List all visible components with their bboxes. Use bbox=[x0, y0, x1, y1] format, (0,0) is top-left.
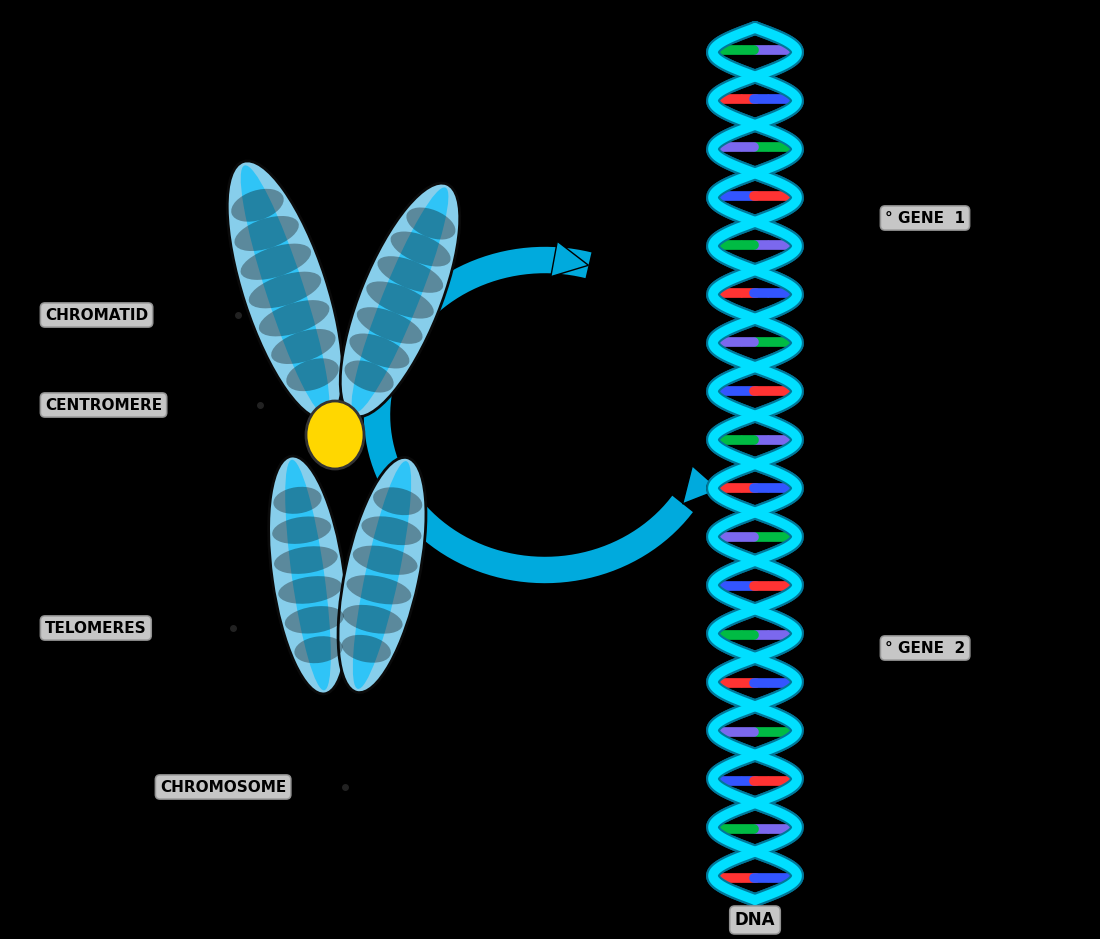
Ellipse shape bbox=[274, 486, 321, 514]
Ellipse shape bbox=[228, 161, 343, 419]
Ellipse shape bbox=[285, 606, 344, 634]
Ellipse shape bbox=[249, 271, 321, 308]
Text: CHROMATID: CHROMATID bbox=[45, 307, 148, 322]
Text: DNA: DNA bbox=[735, 911, 776, 929]
Ellipse shape bbox=[352, 188, 449, 412]
Ellipse shape bbox=[306, 401, 364, 469]
Ellipse shape bbox=[234, 216, 299, 251]
Ellipse shape bbox=[286, 359, 339, 392]
Ellipse shape bbox=[338, 457, 426, 693]
Text: TELOMERES: TELOMERES bbox=[45, 621, 146, 636]
Ellipse shape bbox=[272, 329, 336, 364]
Ellipse shape bbox=[344, 361, 394, 393]
Ellipse shape bbox=[353, 461, 411, 689]
Ellipse shape bbox=[278, 577, 342, 604]
Text: ° GENE  1: ° GENE 1 bbox=[886, 210, 965, 225]
Ellipse shape bbox=[241, 243, 311, 280]
Ellipse shape bbox=[406, 208, 455, 239]
Ellipse shape bbox=[356, 307, 422, 344]
Ellipse shape bbox=[272, 516, 331, 544]
Ellipse shape bbox=[274, 546, 338, 574]
Ellipse shape bbox=[258, 300, 330, 336]
Ellipse shape bbox=[342, 605, 403, 634]
Ellipse shape bbox=[373, 487, 422, 516]
Ellipse shape bbox=[377, 256, 443, 293]
Polygon shape bbox=[551, 241, 588, 277]
Ellipse shape bbox=[366, 282, 433, 318]
Ellipse shape bbox=[231, 189, 284, 222]
Ellipse shape bbox=[342, 635, 390, 663]
Ellipse shape bbox=[390, 232, 451, 267]
Ellipse shape bbox=[350, 333, 409, 368]
Ellipse shape bbox=[295, 637, 342, 663]
Text: ° GENE  2: ° GENE 2 bbox=[886, 640, 966, 655]
Ellipse shape bbox=[362, 516, 421, 546]
Ellipse shape bbox=[268, 456, 348, 694]
Polygon shape bbox=[683, 466, 719, 504]
Ellipse shape bbox=[241, 165, 329, 415]
Ellipse shape bbox=[285, 460, 331, 690]
Ellipse shape bbox=[346, 575, 411, 605]
Ellipse shape bbox=[340, 183, 460, 417]
Ellipse shape bbox=[353, 546, 418, 575]
Text: CHROMOSOME: CHROMOSOME bbox=[160, 779, 286, 794]
Text: CENTROMERE: CENTROMERE bbox=[45, 397, 162, 412]
